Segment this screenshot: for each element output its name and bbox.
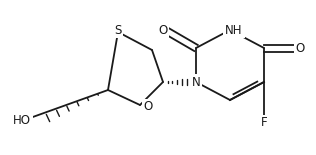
Text: N: N (191, 75, 200, 89)
Text: O: O (143, 100, 153, 113)
Text: O: O (158, 24, 167, 36)
Text: F: F (261, 117, 267, 129)
Text: O: O (295, 42, 305, 55)
Text: S: S (114, 24, 122, 36)
Text: HO: HO (13, 113, 31, 126)
Text: NH: NH (225, 24, 243, 36)
